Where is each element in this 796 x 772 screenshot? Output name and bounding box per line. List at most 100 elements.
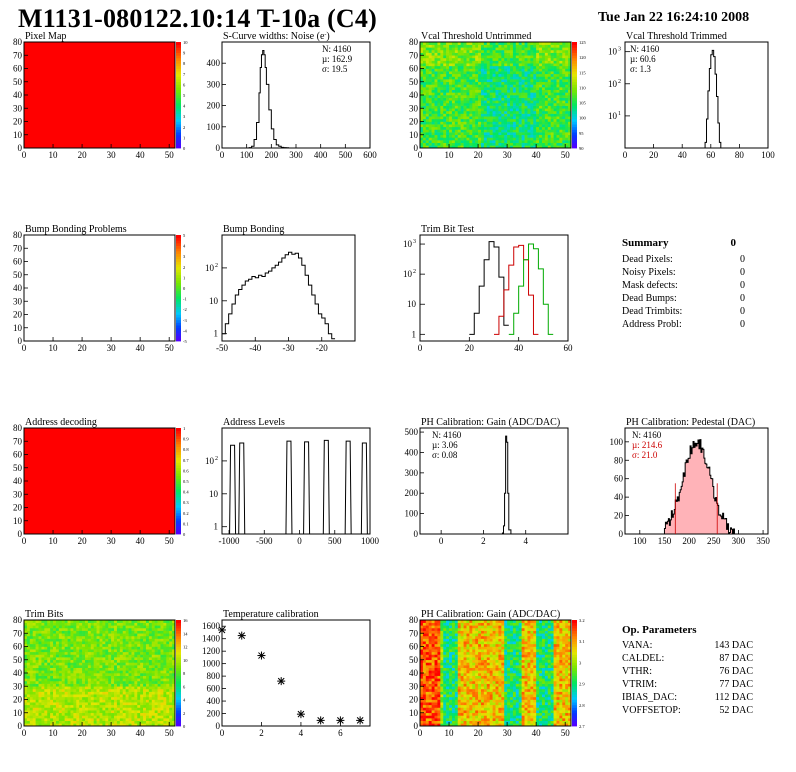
- heatmap-cell: [440, 84, 444, 88]
- heatmap-cell: [524, 633, 528, 637]
- heatmap-cell: [480, 699, 485, 703]
- heatmap-cell: [533, 630, 537, 634]
- heatmap-cell: [521, 113, 525, 117]
- y-tick-label: 200: [405, 488, 419, 498]
- heatmap-cell: [492, 87, 496, 90]
- heatmap-cell: [498, 100, 502, 104]
- heatmap-cell: [539, 707, 543, 711]
- heatmap-cell: [536, 688, 540, 692]
- heatmap-cell: [451, 47, 456, 51]
- heatmap-cell: [472, 92, 476, 96]
- heatmap-cell: [420, 635, 424, 639]
- heatmap-cell: [469, 675, 473, 679]
- heatmap-cell: [504, 49, 508, 53]
- x-tick-label: 20: [78, 343, 88, 353]
- heatmap-cell: [507, 707, 511, 711]
- heatmap-cell: [469, 49, 473, 53]
- heatmap-cell: [530, 81, 534, 85]
- heatmap-cell: [469, 121, 473, 125]
- colorbar-segment: [176, 132, 181, 136]
- heatmap-cell: [510, 696, 514, 700]
- heatmap-cell: [460, 633, 464, 637]
- heatmap-cell: [463, 678, 467, 682]
- heatmap-cell: [536, 680, 540, 684]
- heatmap-cell: [515, 696, 520, 700]
- heatmap-cell: [425, 60, 430, 64]
- heatmap-cell: [434, 633, 438, 637]
- heatmap-cell: [498, 47, 502, 51]
- heatmap-cell: [565, 662, 569, 666]
- heatmap-cell: [454, 620, 459, 623]
- heatmap-cell: [454, 712, 459, 716]
- heatmap-cell: [495, 60, 499, 64]
- heatmap-cell: [541, 102, 546, 106]
- heatmap-cell: [544, 694, 549, 698]
- heatmap-cell: [568, 68, 572, 72]
- heatmap-cell: [527, 102, 531, 106]
- heatmap-cell: [544, 121, 549, 125]
- heatmap-cell: [501, 110, 505, 114]
- heatmap-cell: [492, 129, 496, 133]
- series-line-1: [494, 244, 539, 335]
- heatmap-cell: [550, 52, 554, 56]
- heatmap-cell: [515, 121, 520, 125]
- heatmap-cell: [451, 680, 456, 684]
- heatmap-cell: [550, 646, 554, 650]
- heatmap-cell: [547, 97, 551, 101]
- heatmap-cell: [457, 651, 461, 655]
- heatmap-cell: [547, 627, 551, 631]
- heatmap-cell: [568, 95, 572, 98]
- heatmap-cell: [547, 92, 551, 96]
- heatmap-cell: [527, 108, 531, 112]
- heatmap-cell: [562, 76, 566, 80]
- heatmap-cell: [440, 76, 444, 80]
- colorbar-segment: [176, 467, 181, 471]
- heatmap-cell: [420, 667, 424, 671]
- heatmap-cell: [544, 622, 549, 626]
- heatmap-cell: [440, 65, 444, 69]
- heatmap-cell: [559, 625, 563, 629]
- heatmap-cell: [501, 641, 505, 645]
- heatmap-cell: [483, 110, 488, 114]
- heatmap-cell: [428, 145, 432, 149]
- y-tick-label: 40: [13, 476, 23, 486]
- heatmap-cell: [562, 641, 566, 645]
- heatmap-cell: [440, 87, 444, 90]
- heatmap-cell: [559, 654, 563, 658]
- heatmap-cell: [457, 710, 461, 714]
- heatmap-cell: [518, 638, 522, 642]
- heatmap-cell: [550, 630, 554, 634]
- heatmap-cell: [478, 76, 482, 80]
- heatmap-cell: [425, 126, 430, 130]
- heatmap-cell: [469, 145, 473, 149]
- x-tick-label: -1000: [219, 536, 240, 546]
- heatmap-cell: [539, 42, 543, 45]
- heatmap-cell: [507, 134, 511, 138]
- heatmap-cell: [492, 641, 496, 645]
- heatmap-cell: [559, 68, 563, 72]
- heatmap-cell: [443, 667, 447, 671]
- heatmap-cell: [547, 649, 551, 653]
- heatmap-cell: [431, 696, 435, 700]
- heatmap-cell: [114, 723, 118, 727]
- heatmap-cell: [486, 42, 490, 45]
- heatmap-cell: [443, 718, 447, 721]
- heatmap-cell: [480, 42, 485, 45]
- heatmap-cell: [151, 718, 155, 721]
- heatmap-cell: [463, 89, 467, 93]
- heatmap-cell: [547, 42, 551, 45]
- heatmap-cell: [565, 92, 569, 96]
- heatmap-cell: [556, 47, 560, 51]
- heatmap-cell: [507, 622, 511, 626]
- heatmap-cell: [440, 683, 444, 687]
- heatmap-cell: [24, 718, 28, 721]
- colorbar-segment: [176, 142, 181, 146]
- heatmap-cell: [501, 105, 505, 109]
- heatmap-cell: [454, 667, 459, 671]
- heatmap-cell: [443, 81, 447, 85]
- heatmap-cell: [483, 665, 488, 668]
- heatmap-cell: [547, 68, 551, 72]
- heatmap-cell: [565, 95, 569, 98]
- heatmap-cell: [475, 702, 479, 706]
- heatmap-cell: [550, 638, 554, 642]
